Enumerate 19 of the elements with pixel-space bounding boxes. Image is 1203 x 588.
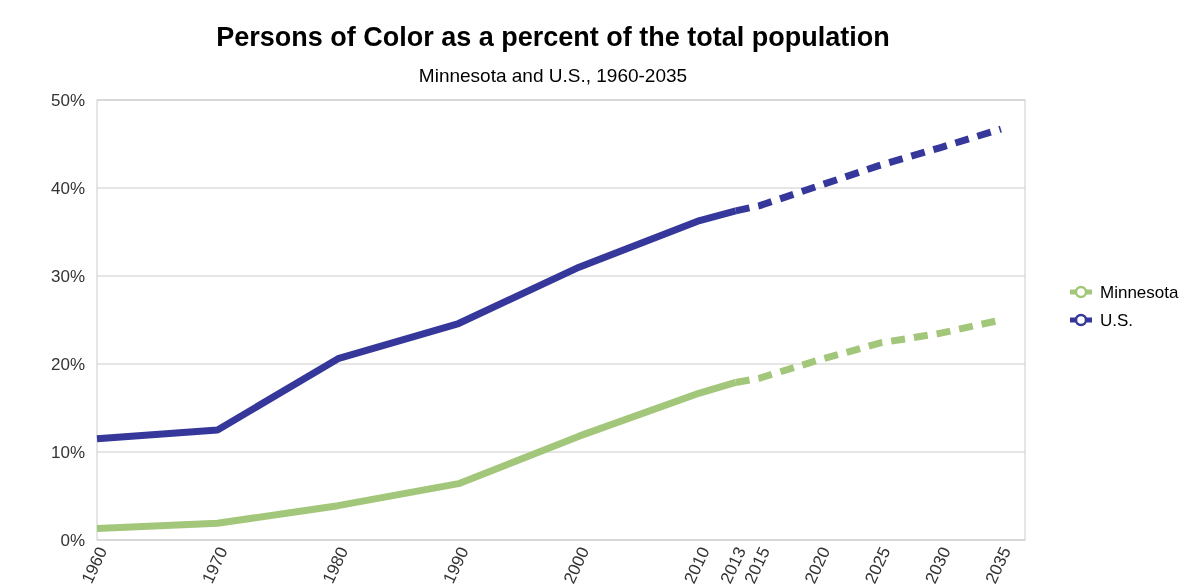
x-tick-label: 2030	[921, 544, 955, 587]
x-tick-label: 1990	[439, 544, 473, 587]
legend-label: Minnesota	[1100, 282, 1179, 302]
y-tick-label: 40%	[50, 178, 85, 198]
y-tick-label: 10%	[50, 442, 85, 462]
x-tick-label: 2010	[680, 544, 714, 587]
y-tick-label: 0%	[60, 530, 85, 550]
x-tick-label: 2025	[861, 544, 895, 587]
y-tick-label: 20%	[50, 354, 85, 374]
legend-label: U.S.	[1100, 310, 1134, 330]
y-tick-label: 30%	[50, 266, 85, 286]
x-tick-label: 2000	[559, 544, 594, 587]
chart-title: Persons of Color as a percent of the total population	[216, 22, 890, 52]
x-tick-label: 1970	[198, 544, 232, 587]
x-tick-label: 1980	[318, 544, 353, 587]
x-tick-label: 2020	[800, 544, 835, 587]
x-tick-label: 2035	[981, 544, 1015, 587]
y-tick-label: 50%	[50, 90, 85, 110]
chart-subtitle: Minnesota and U.S., 1960-2035	[418, 65, 688, 86]
